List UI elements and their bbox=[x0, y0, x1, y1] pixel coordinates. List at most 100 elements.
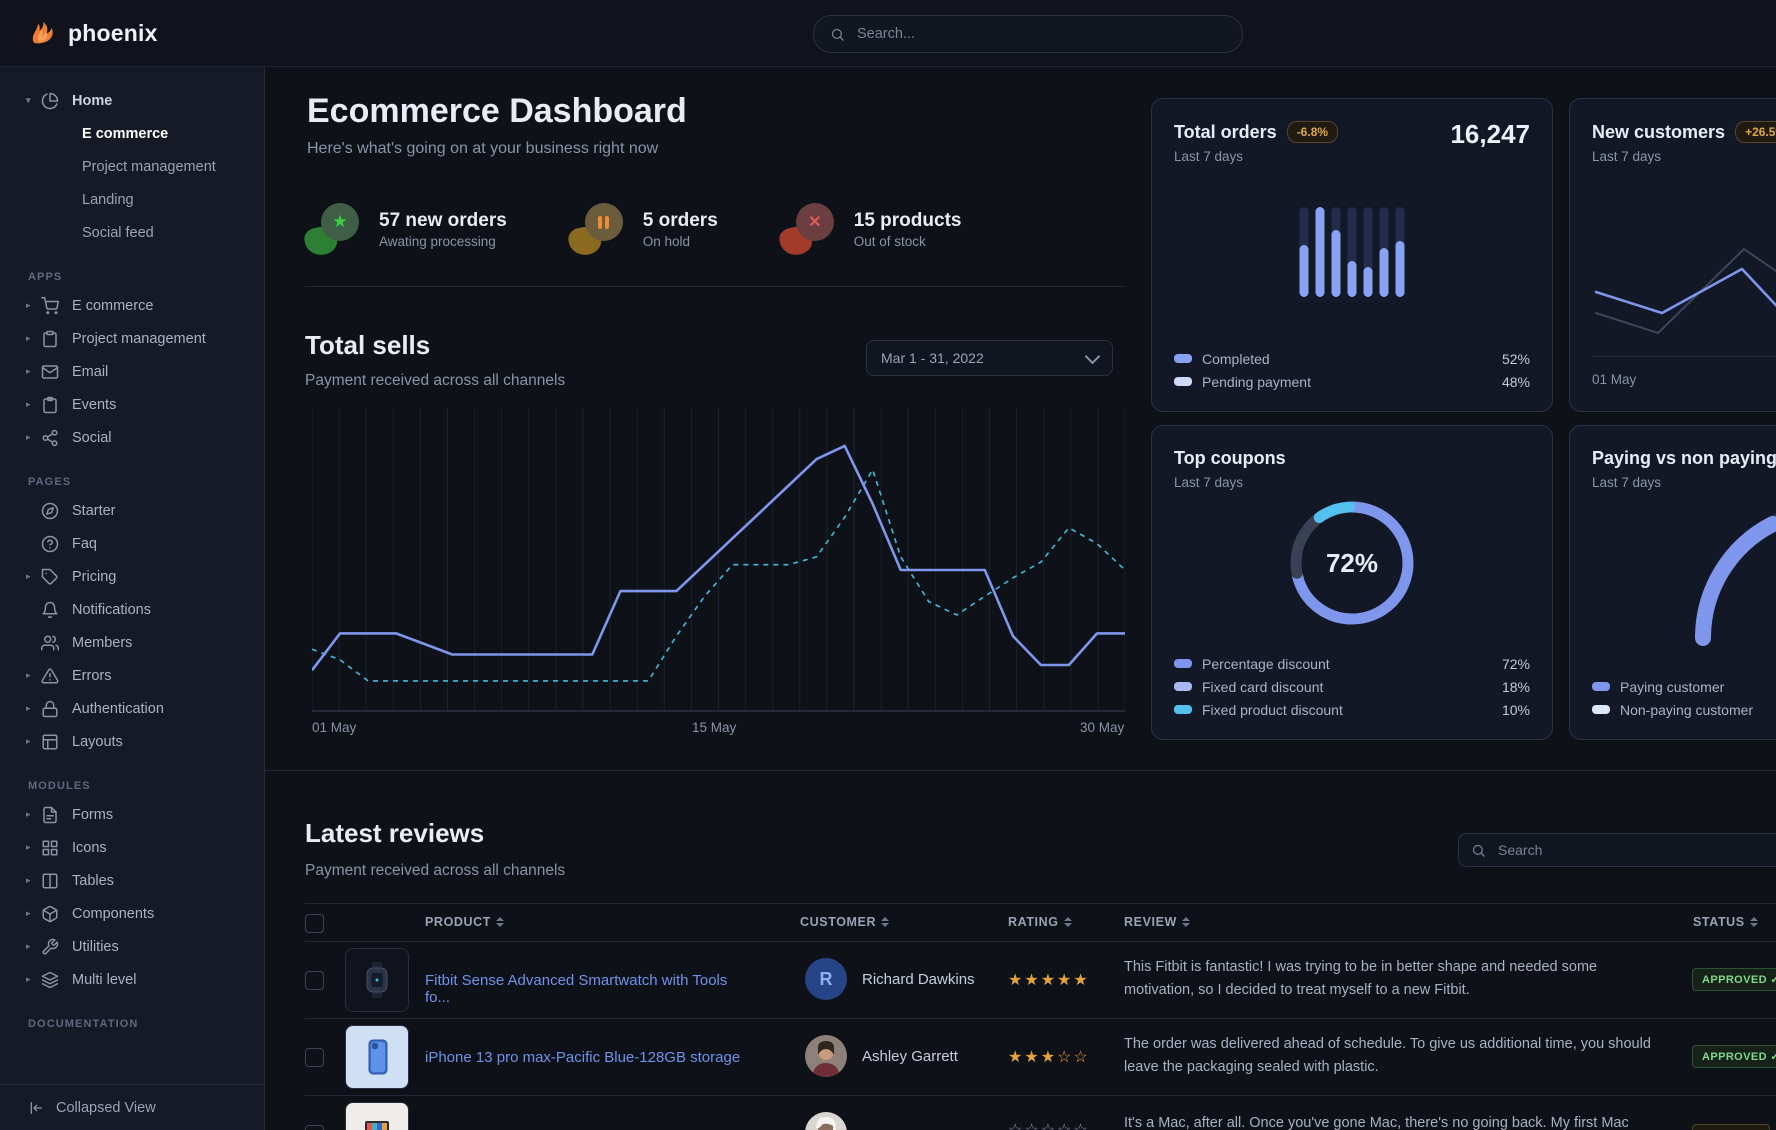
sort-icon[interactable] bbox=[496, 917, 505, 927]
total-sells-subtitle: Payment received across all channels bbox=[305, 372, 566, 389]
product-thumbnail[interactable] bbox=[345, 948, 409, 1012]
avatar[interactable] bbox=[805, 1112, 847, 1130]
brand[interactable]: phoenix bbox=[0, 18, 158, 48]
row-checkbox[interactable] bbox=[305, 1048, 324, 1067]
avatar-initial: R bbox=[819, 968, 833, 989]
sidebar-item-ecommerce-dashboard[interactable]: E commerce bbox=[0, 117, 264, 150]
legend-swatch bbox=[1174, 682, 1192, 691]
caret-right-icon: ▸ bbox=[26, 670, 31, 680]
legend-swatch bbox=[1592, 705, 1610, 714]
sidebar-item-tables[interactable]: ▸ Tables bbox=[0, 864, 264, 897]
paying-vs-non-paying-card: Paying vs non paying Last 7 days Paying … bbox=[1569, 425, 1776, 740]
avatar[interactable] bbox=[805, 1035, 847, 1077]
legend-item: Fixed card discount 18% bbox=[1174, 675, 1530, 698]
status-label: APPROVED bbox=[1702, 1051, 1767, 1063]
column-header-rating[interactable]: RATING bbox=[1008, 915, 1072, 929]
legend-value: 72% bbox=[1501, 655, 1530, 672]
product-link[interactable]: Fitbit Sense Advanced Smartwatch with To… bbox=[425, 972, 728, 1006]
column-header-customer[interactable]: CUSTOMER bbox=[800, 915, 890, 929]
date-range-value: Mar 1 - 31, 2022 bbox=[881, 350, 984, 366]
customer-name: Ashley Garrett bbox=[862, 1048, 958, 1065]
product-thumbnail[interactable] bbox=[345, 1025, 409, 1089]
sidebar-item-social-feed[interactable]: Social feed bbox=[0, 216, 264, 249]
section-divider bbox=[265, 770, 1776, 771]
sidebar-item-components[interactable]: ▸ Components bbox=[0, 897, 264, 930]
reviews-search[interactable] bbox=[1458, 833, 1776, 867]
caret-right-icon: ▸ bbox=[26, 432, 31, 442]
global-search-input[interactable] bbox=[855, 25, 1159, 43]
sort-icon[interactable] bbox=[1181, 917, 1190, 927]
mail-icon bbox=[41, 364, 59, 379]
sidebar-item-landing[interactable]: Landing bbox=[0, 183, 264, 216]
sidebar-item-apps-project-management[interactable]: ▸ Project management bbox=[0, 322, 264, 355]
card-title: Total orders bbox=[1174, 121, 1277, 142]
caret-right-icon: ▸ bbox=[26, 703, 31, 713]
legend-label: Paying customer bbox=[1620, 678, 1725, 695]
grid-icon bbox=[42, 840, 58, 855]
sidebar-item-apps-email[interactable]: ▸ Email bbox=[0, 355, 264, 388]
sidebar-item-icons[interactable]: ▸ Icons bbox=[0, 831, 264, 864]
column-header-review[interactable]: REVIEW bbox=[1124, 915, 1190, 929]
sidebar-item-authentication[interactable]: ▸ Authentication bbox=[0, 692, 264, 725]
status-badge: APPROVED ✓ bbox=[1692, 1045, 1776, 1068]
sort-icon[interactable] bbox=[881, 917, 890, 927]
sidebar-item-home[interactable]: ▾ Home bbox=[0, 84, 264, 117]
sidebar-item-label: E commerce bbox=[82, 125, 169, 142]
sidebar-item-project-management-dashboard[interactable]: Project management bbox=[0, 150, 264, 183]
stat-value: 5 orders bbox=[642, 209, 718, 231]
caret-right-icon: ▸ bbox=[26, 842, 31, 852]
sidebar-item-label: Project management bbox=[72, 330, 206, 347]
select-all-checkbox[interactable] bbox=[305, 914, 324, 933]
x-icon: ✕ bbox=[777, 203, 834, 259]
product-link[interactable]: iPhone 13 pro max-Pacific Blue-128GB sto… bbox=[425, 1049, 741, 1066]
sidebar-item-faq[interactable]: Faq bbox=[0, 527, 264, 560]
coupons-legend: Percentage discount 72% Fixed card disco… bbox=[1174, 652, 1530, 721]
total-sells-title: Total sells bbox=[305, 330, 431, 360]
total-orders-card: Total orders -6.8% 16,247 Last 7 days Co… bbox=[1151, 98, 1553, 412]
phoenix-logo-icon bbox=[32, 21, 53, 44]
sidebar-item-starter[interactable]: Starter bbox=[0, 494, 264, 527]
row-checkbox[interactable] bbox=[305, 971, 324, 990]
macbook-image bbox=[355, 1112, 399, 1130]
sidebar-item-label: Layouts bbox=[72, 733, 123, 750]
page-title: Ecommerce Dashboard bbox=[307, 92, 687, 130]
date-range-select[interactable]: Mar 1 - 31, 2022 bbox=[866, 340, 1113, 376]
package-icon bbox=[42, 905, 58, 922]
sidebar-item-label: Social feed bbox=[82, 224, 154, 241]
sidebar-item-notifications[interactable]: Notifications bbox=[0, 593, 264, 626]
row-checkbox[interactable] bbox=[305, 1125, 324, 1130]
collapse-sidebar-button[interactable]: Collapsed View bbox=[0, 1084, 264, 1130]
sidebar-item-apps-events[interactable]: ▸ Events bbox=[0, 388, 264, 421]
card-title: New customers bbox=[1592, 121, 1726, 142]
sidebar-item-apps-social[interactable]: ▸ Social bbox=[0, 421, 264, 454]
pie-chart-icon bbox=[41, 92, 59, 109]
sidebar-item-errors[interactable]: ▸ Errors bbox=[0, 659, 264, 692]
stat-new-orders: ★ 57 new orders Awating processing bbox=[302, 203, 507, 259]
sidebar-item-layouts[interactable]: ▸ Layouts bbox=[0, 725, 264, 758]
sidebar-item-pricing[interactable]: ▸ Pricing bbox=[0, 560, 264, 593]
avatar[interactable]: R bbox=[805, 958, 847, 1000]
column-header-status[interactable]: STATUS bbox=[1693, 915, 1758, 929]
column-header-product[interactable]: PRODUCT bbox=[425, 915, 505, 929]
sidebar-item-utilities[interactable]: ▸ Utilities bbox=[0, 930, 264, 963]
reviews-search-input[interactable] bbox=[1496, 841, 1730, 859]
stat-orders-on-hold: 5 orders On hold bbox=[566, 203, 718, 259]
sidebar-item-forms[interactable]: ▸ Forms bbox=[0, 798, 264, 831]
sidebar-item-apps-ecommerce[interactable]: ▸ E commerce bbox=[0, 289, 264, 322]
legend-item: Pending payment 48% bbox=[1174, 370, 1530, 393]
rating-stars: ☆☆☆☆☆ bbox=[1008, 1120, 1090, 1130]
global-search[interactable] bbox=[813, 15, 1243, 53]
rating-stars: ★★★☆☆ bbox=[1008, 1049, 1090, 1066]
sidebar-item-multi-level[interactable]: ▸ Multi level bbox=[0, 963, 264, 996]
card-title: Top coupons bbox=[1174, 448, 1286, 468]
product-thumbnail[interactable] bbox=[345, 1102, 409, 1130]
sort-icon[interactable] bbox=[1063, 917, 1072, 927]
wrench-icon bbox=[42, 938, 59, 954]
caret-right-icon: ▸ bbox=[26, 875, 31, 885]
sidebar-item-label: Icons bbox=[72, 839, 107, 856]
divider bbox=[305, 286, 1125, 287]
sidebar-item-members[interactable]: Members bbox=[0, 626, 264, 659]
review-text: This Fitbit is fantastic! I was trying t… bbox=[1124, 959, 1598, 999]
x-axis-label: 01 May bbox=[312, 720, 357, 735]
sort-icon[interactable] bbox=[1749, 917, 1758, 927]
